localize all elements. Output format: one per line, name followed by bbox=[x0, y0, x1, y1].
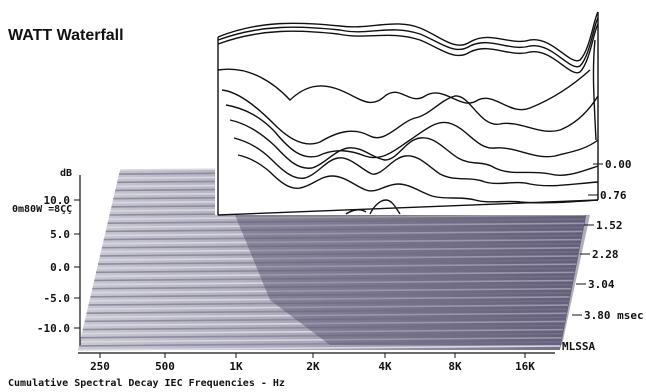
y-tick-label: -5.0 bbox=[44, 292, 71, 305]
time-tick-label: 0.76 bbox=[600, 189, 627, 202]
x-tick-label: 2K bbox=[306, 360, 320, 373]
y-axis-unit: dB bbox=[60, 168, 72, 179]
floor-slice-line bbox=[77, 345, 561, 351]
right-wall-detail bbox=[592, 39, 597, 141]
x-tick-label: 8K bbox=[448, 360, 462, 373]
decay-curve-5 bbox=[221, 89, 599, 145]
y-axis: dB 10.0 5.0 0.0 -5.0 -10.0 bbox=[37, 168, 81, 345]
curve-backdrop bbox=[215, 30, 600, 215]
decay-curve-9 bbox=[237, 154, 599, 204]
floor-slice-line bbox=[93, 279, 573, 286]
x-axis: 250 500 1K 2K 4K 8K 16K Cumulative Spectral De… bbox=[8, 352, 555, 389]
x-tick-label: 4K bbox=[378, 360, 392, 373]
x-axis-caption: Cumulative Spectral Decay IEC Frequencie… bbox=[8, 377, 285, 389]
x-tick-label: 250 bbox=[90, 360, 110, 373]
floor-slice-line bbox=[98, 255, 578, 261]
floor-slice-line bbox=[86, 308, 568, 314]
decay-curve-3 bbox=[217, 23, 599, 74]
chart-subtitle: 0m80W =8ÇÇ bbox=[12, 204, 72, 215]
time-tick-label: 1.52 bbox=[596, 219, 623, 232]
time-tick-label: 3.04 bbox=[588, 278, 615, 291]
time-axis: 0.00 0.76 1.52 2.28 3.04 3.80 msec bbox=[572, 158, 644, 322]
floor-slice-line bbox=[82, 324, 564, 331]
floor-slice-line bbox=[95, 271, 575, 278]
y-tick-label: 5.0 bbox=[50, 228, 70, 241]
floor-slice-line bbox=[96, 267, 576, 274]
x-tick-label: 16K bbox=[515, 360, 535, 373]
floor-slice-line bbox=[103, 234, 582, 241]
floor-slice-line bbox=[108, 214, 586, 220]
floor-slice-line bbox=[99, 251, 579, 257]
floor-slice-line bbox=[90, 292, 571, 298]
floor-slice-line bbox=[104, 230, 583, 237]
y-tick-label: -10.0 bbox=[37, 322, 70, 335]
floor-slice-line bbox=[85, 312, 567, 319]
floor-slice-line bbox=[91, 287, 572, 294]
floor-slice-line bbox=[102, 238, 581, 245]
floor-slice-line bbox=[89, 296, 570, 302]
floor-slice-line bbox=[78, 341, 561, 347]
floor-dark-region bbox=[235, 215, 590, 345]
decay-curve-1 bbox=[217, 11, 599, 62]
floor-slice-line bbox=[105, 226, 584, 233]
x-ticks: 250 500 1K 2K 4K 8K 16K bbox=[90, 353, 535, 373]
decay-curve-2 bbox=[217, 17, 599, 68]
brand-label: MLSSA bbox=[562, 340, 595, 353]
time-tick-label: 2.28 bbox=[592, 248, 619, 261]
decay-curve-6 bbox=[225, 104, 599, 159]
floor-slice-line bbox=[80, 332, 563, 339]
chart-title: WATT Waterfall bbox=[8, 27, 124, 44]
floor-slice-line bbox=[87, 304, 568, 310]
x-tick-label: 1K bbox=[229, 360, 243, 373]
time-tick-label: 3.80 msec bbox=[584, 309, 644, 322]
floor-slice-line bbox=[81, 328, 564, 335]
floor-slice-line bbox=[83, 320, 565, 327]
decay-curve-7 bbox=[229, 119, 599, 176]
decay-curve-4 bbox=[217, 68, 591, 111]
time-tick-label: 0.00 bbox=[605, 158, 632, 171]
decay-curve-8 bbox=[233, 137, 599, 187]
floor-slice-line bbox=[92, 283, 572, 290]
floor-slice-line bbox=[97, 263, 576, 269]
floor-slice-line bbox=[101, 242, 580, 249]
decay-curves bbox=[217, 11, 599, 216]
floor-slice-line bbox=[94, 275, 574, 282]
floor-slice-line bbox=[107, 218, 585, 224]
floor-slice-line bbox=[98, 259, 577, 265]
floor-slice-line bbox=[88, 300, 569, 306]
y-tick-label: 10.0 bbox=[44, 194, 71, 207]
y-ticks: 10.0 5.0 0.0 -5.0 -10.0 bbox=[37, 194, 80, 335]
floor-slice-line bbox=[79, 337, 562, 343]
floor-slice-line bbox=[106, 222, 584, 229]
floor-slice-line bbox=[100, 247, 580, 253]
x-tick-label: 500 bbox=[155, 360, 175, 373]
floor-slice-line bbox=[84, 316, 566, 323]
curve-baseline bbox=[217, 199, 599, 216]
y-tick-label: 0.0 bbox=[50, 261, 70, 274]
